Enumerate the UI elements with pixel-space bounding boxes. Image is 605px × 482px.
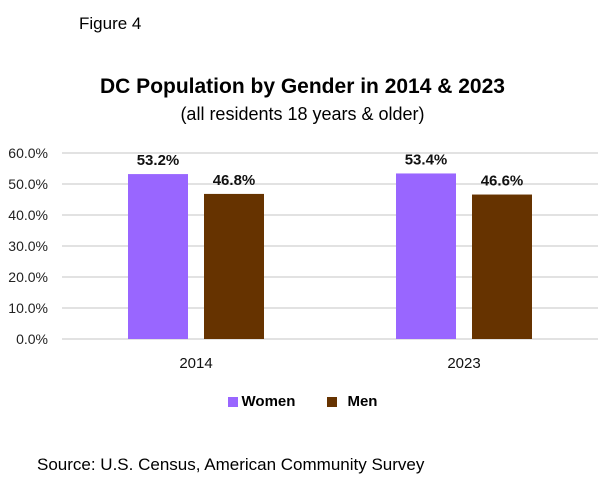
y-tick-label: 10.0% <box>8 300 48 316</box>
chart-title: DC Population by Gender in 2014 & 2023 <box>100 75 505 98</box>
legend-swatch-women <box>227 396 238 407</box>
x-category-label: 2023 <box>447 355 480 372</box>
bar-men-2014 <box>204 193 264 339</box>
bar-women-2014 <box>128 174 188 339</box>
legend-swatch-men <box>327 396 338 407</box>
legend-label-women: Women <box>241 393 296 410</box>
bar-men-2023 <box>472 194 532 339</box>
y-tick-label: 30.0% <box>8 238 48 254</box>
chart-subtitle: (all residents 18 years & older) <box>180 104 425 124</box>
bar-women-2023 <box>396 173 456 339</box>
data-label: 53.4% <box>405 151 448 168</box>
y-tick-label: 60.0% <box>8 145 48 161</box>
y-tick-label: 40.0% <box>8 207 48 223</box>
source-note: Source: U.S. Census, American Community … <box>37 455 425 474</box>
legend: Women Men <box>0 393 605 410</box>
figure-label: Figure 4 <box>79 14 142 33</box>
y-tick-label: 50.0% <box>8 176 48 192</box>
data-label: 46.6% <box>481 173 524 190</box>
y-tick-label: 0.0% <box>16 331 48 347</box>
legend-label-men: Men <box>347 393 378 410</box>
legend-item-women: Women <box>227 393 296 410</box>
x-category-label: 2014 <box>179 355 212 372</box>
data-label: 46.8% <box>213 172 256 189</box>
y-tick-label: 20.0% <box>8 269 48 285</box>
data-label: 53.2% <box>137 152 180 169</box>
legend-item-men: Men <box>327 393 377 410</box>
